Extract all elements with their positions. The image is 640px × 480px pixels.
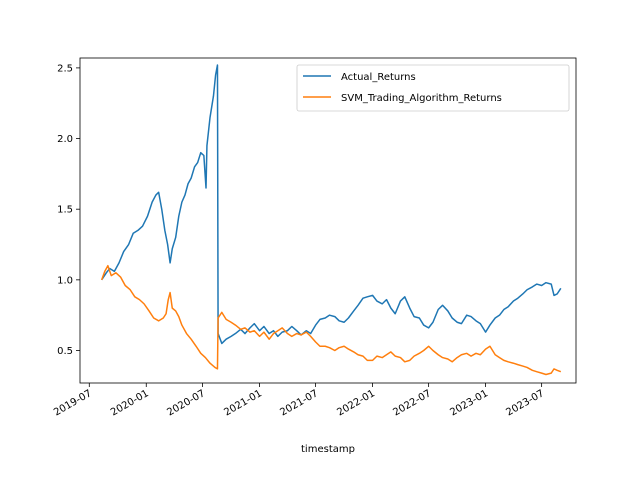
y-tick-label: 1.5 [57,205,73,216]
legend-label-actual-returns: Actual_Returns [341,72,416,83]
series-line-svm-trading-algorithm-returns [100,264,562,376]
legend-box [296,64,570,112]
legend-label-svm-returns: SVM_Trading_Algorithm_Returns [341,93,502,104]
legend: Actual_Returns SVM_Trading_Algorithm_Ret… [296,64,570,112]
x-axis-label: timestamp [301,444,355,455]
y-tick-label: 0.5 [57,346,73,357]
y-tick-label: 2.0 [57,134,73,145]
y-axis: 0.5 1.0 1.5 2.0 2.5 [57,63,80,357]
y-tick-label: 2.5 [57,63,73,74]
series-layer [100,64,562,376]
plot-frame [79,57,577,384]
series-line-actual-returns [101,64,562,345]
y-tick-label: 1.0 [57,275,73,286]
